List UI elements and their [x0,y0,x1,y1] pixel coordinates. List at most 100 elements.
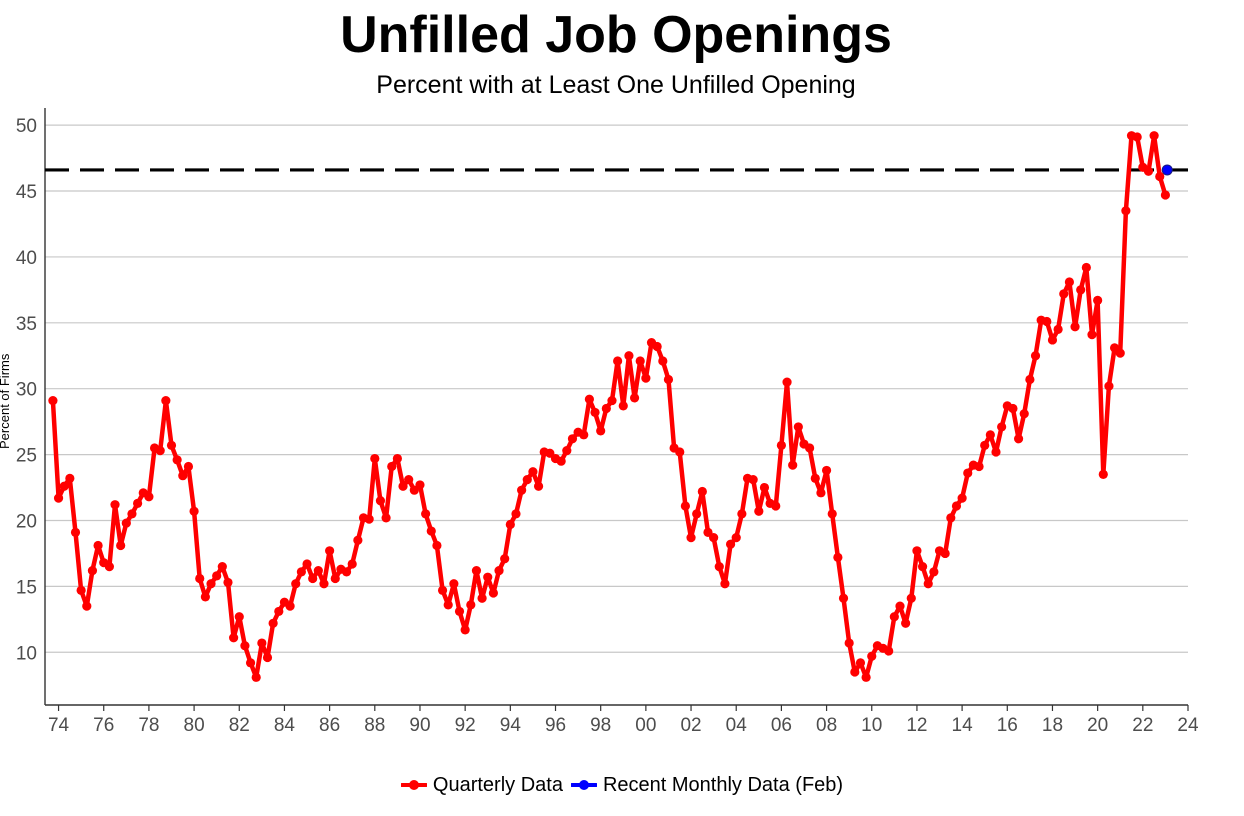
data-point-quarterly [1081,262,1091,273]
data-point-quarterly [838,593,849,603]
x-tick-label-20: 20 [1087,715,1108,736]
data-point-quarterly [1042,316,1052,327]
data-point-quarterly [206,579,216,589]
data-point-quarterly [1025,374,1035,385]
data-point-quarterly [200,592,210,602]
x-tick-label-10: 10 [861,715,882,736]
data-point-quarterly [494,565,504,576]
data-point-quarterly [618,401,628,411]
x-tick-label-74: 74 [48,715,70,736]
data-point-quarterly [788,460,798,470]
data-point-quarterly [212,571,222,581]
x-tick-label-88: 88 [364,715,385,736]
y-axis-ticks: 10 15 20 25 30 35 40 45 50 [16,116,37,664]
data-point-quarterly [500,554,510,564]
data-point-quarterly [912,546,922,556]
data-point-quarterly [245,658,256,668]
plot-area: 74 76 78 80 82 84 86 88 90 92 94 96 98 00 02 04 06 08 10 12… [16,108,1199,736]
y-tick-label-30: 30 [16,380,37,401]
data-point-quarterly [375,496,386,506]
data-point-quarterly [116,540,126,551]
data-point-quarterly [1059,289,1069,299]
data-point-quarterly [1064,277,1075,287]
y-tick-label-10: 10 [16,643,37,664]
x-tick-label-12: 12 [906,715,927,736]
data-point-quarterly [1070,322,1080,332]
data-point-quarterly [1019,409,1029,419]
data-point-quarterly [709,533,719,543]
data-point-quarterly [1008,403,1018,414]
data-point-quarterly [65,473,75,483]
data-point-quarterly [579,430,589,440]
data-point-quarterly [341,567,352,577]
data-point-quarterly [884,646,894,656]
x-tick-label-16: 16 [997,715,1018,736]
data-point-quarterly [155,446,165,456]
data-point-quarterly [991,447,1001,457]
data-point-quarterly [330,573,340,584]
legend-key-monthly-icon [570,780,597,790]
axes [44,108,1188,706]
x-tick-label-92: 92 [455,715,476,736]
data-point-quarterly [963,468,973,478]
data-point-quarterly [432,540,442,551]
data-point-quarterly [725,539,736,549]
data-point-quarterly [601,403,611,414]
data-point-quarterly [731,533,741,543]
legend-item-quarterly: Quarterly Data [400,772,563,798]
data-point-quarterly [771,501,781,511]
data-point-monthly [1161,164,1173,176]
x-tick-label-82: 82 [229,715,250,736]
data-point-quarterly [1013,434,1024,444]
data-point-quarterly [178,471,188,481]
data-point-quarterly [217,562,227,572]
chart-title: Unfilled Job Openings [340,6,892,64]
data-point-quarterly [466,600,476,610]
data-point-quarterly [793,422,803,432]
data-point-quarterly [166,440,177,450]
data-point-quarterly [296,567,306,577]
legend-item-monthly: Recent Monthly Data (Feb) [570,772,843,798]
data-point-quarterly [110,500,120,510]
data-point-quarterly [680,501,690,511]
data-point-quarterly [844,638,854,648]
data-point-quarterly [782,377,792,387]
data-point-quarterly [613,356,623,366]
data-point-quarterly [353,535,363,545]
data-point-quarterly [189,506,199,516]
data-point-quarterly [997,422,1007,432]
data-point-quarterly [776,440,786,450]
data-point-quarterly [161,395,171,406]
data-point-quarterly [556,456,566,466]
data-point-quarterly [93,540,103,551]
data-point-quarterly [861,672,871,682]
data-point-quarterly [87,565,98,576]
data-point-quarterly [381,513,391,523]
legend-label-quarterly: Quarterly Data [432,774,563,796]
x-tick-label-96: 96 [545,715,566,736]
data-point-quarterly [720,579,730,589]
data-point-quarterly [483,572,493,582]
data-point-quarterly [127,509,137,519]
data-point-quarterly [567,434,578,444]
x-tick-label-22: 22 [1132,715,1153,736]
x-tick-label-06: 06 [771,715,792,736]
x-tick-label-24: 24 [1177,715,1199,736]
data-point-quarterly [867,651,877,661]
data-point-quarterly [104,562,114,572]
data-point-quarterly [641,373,651,383]
x-tick-label-84: 84 [274,715,296,736]
x-tick-label-78: 78 [138,715,159,736]
data-point-quarterly [1160,190,1171,200]
x-tick-label-08: 08 [816,715,837,736]
data-point-quarterly [1093,295,1103,306]
data-point-quarterly [562,446,572,456]
data-point-quarterly [692,509,702,519]
data-point-quarterly [285,601,295,611]
data-point-quarterly [121,518,131,528]
x-axis-ticks: 74 76 78 80 82 84 86 88 90 92 94 96 98 00 02 04 06 08 10 12… [48,705,1199,736]
data-point-quarterly [748,475,758,485]
data-point-quarterly [443,600,453,610]
data-point-quarterly [426,526,436,536]
data-point-quarterly [906,593,916,603]
